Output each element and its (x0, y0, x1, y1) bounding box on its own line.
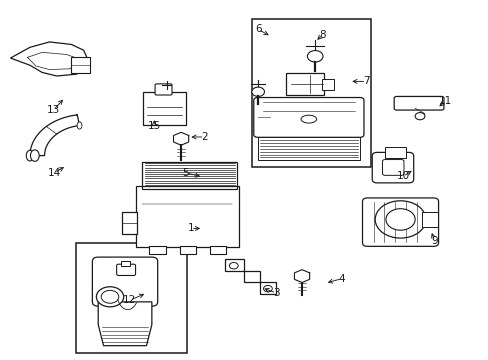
Bar (179, 246, 195, 254)
FancyBboxPatch shape (142, 93, 186, 125)
Circle shape (307, 50, 323, 62)
Text: 15: 15 (147, 121, 161, 131)
Bar (209, 246, 225, 254)
FancyBboxPatch shape (422, 212, 437, 227)
Bar (122, 212, 137, 234)
Circle shape (385, 209, 414, 230)
FancyBboxPatch shape (92, 257, 158, 306)
Bar (251, 19, 370, 167)
Text: 4: 4 (338, 274, 345, 284)
Circle shape (414, 113, 424, 120)
Text: 13: 13 (47, 105, 60, 115)
Ellipse shape (301, 115, 316, 123)
Text: 3: 3 (272, 288, 279, 298)
Ellipse shape (30, 150, 39, 161)
FancyBboxPatch shape (253, 98, 363, 137)
FancyBboxPatch shape (382, 159, 403, 175)
Bar (142, 162, 237, 189)
FancyBboxPatch shape (136, 186, 238, 247)
Circle shape (251, 87, 264, 96)
Text: 9: 9 (430, 236, 437, 246)
FancyBboxPatch shape (117, 264, 135, 275)
Text: 1: 1 (187, 224, 194, 233)
Bar (149, 246, 165, 254)
Text: 7: 7 (363, 76, 369, 86)
Text: 12: 12 (123, 295, 136, 305)
FancyBboxPatch shape (155, 84, 172, 95)
Text: 11: 11 (438, 96, 451, 106)
Text: 2: 2 (201, 132, 207, 142)
Circle shape (229, 262, 238, 269)
Polygon shape (224, 259, 276, 294)
Text: 6: 6 (254, 24, 261, 35)
FancyBboxPatch shape (371, 152, 413, 183)
Bar (121, 261, 130, 266)
Text: 5: 5 (183, 168, 189, 178)
FancyBboxPatch shape (362, 198, 438, 246)
FancyBboxPatch shape (393, 96, 443, 110)
Circle shape (96, 287, 123, 307)
Ellipse shape (26, 150, 34, 161)
Polygon shape (98, 302, 152, 346)
Ellipse shape (77, 122, 82, 129)
FancyBboxPatch shape (321, 78, 333, 90)
Polygon shape (10, 42, 87, 76)
Circle shape (374, 201, 425, 238)
Text: 8: 8 (319, 30, 325, 40)
FancyBboxPatch shape (286, 73, 324, 95)
Bar (71, 57, 90, 73)
Text: 14: 14 (48, 168, 61, 178)
FancyBboxPatch shape (385, 147, 405, 158)
Bar (257, 134, 359, 160)
Circle shape (263, 285, 272, 292)
Bar (76, 243, 187, 353)
Circle shape (101, 291, 119, 303)
Text: 10: 10 (396, 171, 408, 181)
